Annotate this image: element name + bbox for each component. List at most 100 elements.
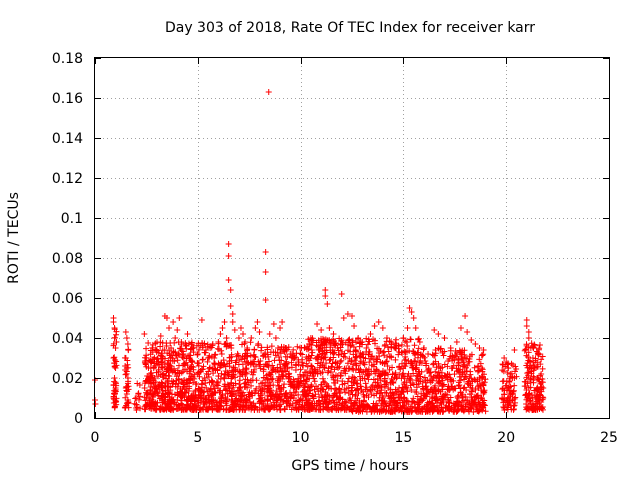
data-point-dense [408,387,415,394]
data-point-dense [374,379,381,386]
data-point-dense [350,351,357,358]
data-point-dense [241,397,248,404]
data-point-dense [395,345,402,352]
data-point-dense [264,386,271,393]
data-point-dense [174,383,181,390]
data-point-dense [134,380,141,387]
y-tick-label: 0.06 [52,291,83,307]
data-point [207,345,214,351]
data-point-dense [286,373,293,380]
data-point-dense [281,381,288,388]
data-point-dense [195,391,202,398]
data-point-dense [111,403,118,410]
data-point-dense [173,406,180,413]
data-point [147,371,154,377]
data-point-dense [532,396,539,403]
data-point-dense [152,406,159,413]
data-point-dense [243,358,250,365]
data-point-dense [228,380,235,387]
data-point-dense [258,347,265,354]
data-point-dense [248,382,255,389]
data-point-dense [474,368,481,375]
data-point-dense [266,358,273,365]
data-point-dense [530,373,537,380]
data-point-dense [317,359,324,366]
data-point-dense [212,351,219,358]
data-point-dense [476,356,483,363]
data-point [124,341,131,347]
data-point-dense [412,352,419,359]
data-point-dense [320,405,327,412]
data-point-dense [404,342,411,349]
data-point [155,359,162,365]
data-point-dense [208,392,215,399]
data-point [509,375,516,381]
data-point-dense [373,367,380,374]
data-point-dense [144,389,151,396]
data-point-dense [363,384,370,391]
data-point-dense [225,372,232,379]
data-point [215,339,222,345]
data-point-dense [203,384,210,391]
data-point [248,335,255,341]
data-point [124,375,131,381]
data-point [110,355,117,361]
data-point-dense [175,350,182,357]
data-point-dense [434,373,441,380]
data-point-dense [261,351,268,358]
data-point-dense [297,378,304,385]
data-point-dense [246,393,253,400]
y-tick-label: 0.18 [52,51,83,67]
data-point-dense [226,354,233,361]
data-point [367,331,374,337]
y-tick-label: 0.14 [52,131,83,147]
data-point-dense [511,402,518,409]
data-point-dense [112,379,119,386]
data-point-dense [161,382,168,389]
data-point-dense [124,380,131,387]
y-tick-label: 0 [74,411,83,427]
data-point-dense [352,387,359,394]
data-point-dense [504,369,511,376]
data-point-dense [337,358,344,365]
data-point-dense [214,345,221,352]
data-point [227,303,234,309]
data-point [501,355,508,361]
data-point-dense [525,391,532,398]
data-point-dense [168,352,175,359]
data-point-dense [244,384,251,391]
data-point-dense [315,346,322,353]
data-point-dense [251,353,258,360]
data-point-dense [386,338,393,345]
data-point-dense [371,384,378,391]
data-point-dense [462,393,469,400]
data-point [157,333,164,339]
data-point-dense [366,371,373,378]
data-point [203,347,210,353]
data-point [322,293,329,299]
data-point-dense [213,381,220,388]
data-point-dense [530,402,537,409]
data-point-dense [249,377,256,384]
data-point-dense [223,385,230,392]
data-point-dense [445,383,452,390]
data-point [476,345,483,351]
data-point-dense [290,346,297,353]
data-point-dense [125,400,132,407]
data-point-dense [353,362,360,369]
data-point [392,345,399,351]
data-point-dense [386,402,393,409]
data-point-dense [462,403,469,410]
data-point [265,89,272,95]
data-point-dense [379,370,386,377]
data-point-dense [141,394,148,401]
data-point [174,327,181,333]
data-point-dense [302,391,309,398]
data-point-dense [313,339,320,346]
data-point [176,315,183,321]
data-point-dense [230,401,237,408]
data-point [291,355,298,361]
data-point-dense [160,390,167,397]
data-point-dense [292,388,299,395]
data-point-dense [381,352,388,359]
